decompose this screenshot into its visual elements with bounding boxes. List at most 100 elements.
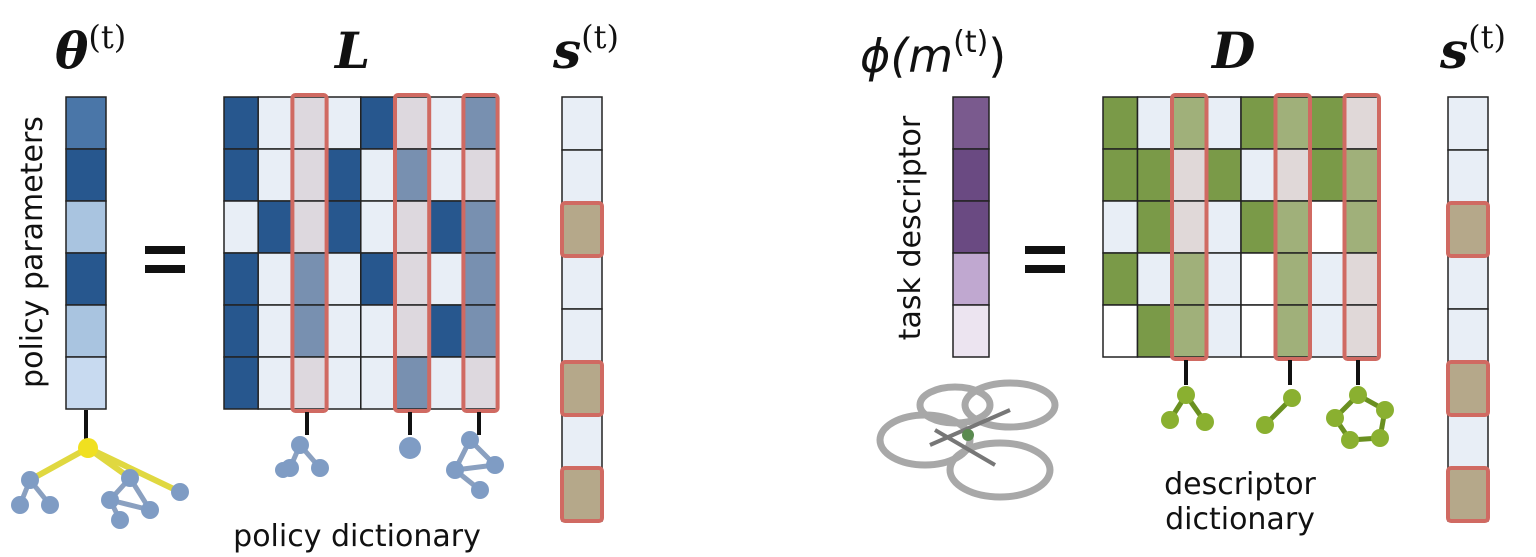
theta-cell: [66, 253, 106, 305]
L-matrix-cell: [463, 201, 497, 253]
D-matrix-cell: [1310, 149, 1345, 201]
L-matrix-cell: [395, 97, 429, 149]
D-matrix-cell: [1276, 149, 1311, 201]
L-matrix-cell: [463, 97, 497, 149]
D-matrix-cell: [1345, 253, 1380, 305]
D-matrix-cell: [1276, 201, 1311, 253]
L-title: L: [333, 21, 370, 80]
D-matrix-cell: [1138, 201, 1173, 253]
D-matrix-cell: [1172, 253, 1207, 305]
desc-label: task descriptor: [893, 115, 928, 340]
s-right-cell: [1448, 97, 1488, 150]
s-sup: (t): [1468, 18, 1506, 56]
L-matrix-cell: [327, 357, 361, 409]
L-matrix-cell: [292, 305, 326, 357]
D-matrix-cell: [1138, 253, 1173, 305]
dict-label-line: dictionary: [1165, 502, 1315, 537]
L-matrix-cell: [224, 357, 258, 409]
D-matrix-cell: [1276, 97, 1311, 149]
drone-icon: [880, 383, 1055, 497]
s-left-cell: [562, 203, 602, 256]
D-matrix-cell: [1241, 149, 1276, 201]
figure: θ(t) L s(t) ϕ(m(t)) D s(t) policy parame…: [0, 0, 1536, 557]
s-base: s: [1439, 21, 1468, 80]
s-left-cell: [562, 415, 602, 468]
theta-cell: [66, 357, 106, 409]
D-matrix-cell: [1103, 97, 1138, 149]
L-matrix-cell: [361, 253, 395, 305]
D-matrix-cell: [1241, 253, 1276, 305]
phi-cell: [953, 201, 989, 253]
theta-sup: (t): [88, 18, 126, 56]
L-matrix-cell: [395, 253, 429, 305]
L-matrix-cell: [327, 201, 361, 253]
matrices: [66, 95, 1488, 521]
D-matrix-cell: [1276, 253, 1311, 305]
L-matrix-cell: [258, 149, 292, 201]
D-matrix-cell: [1207, 305, 1242, 357]
theta-cell: [66, 97, 106, 149]
phi-cell: [953, 97, 989, 149]
L-matrix-cell: [292, 97, 326, 149]
L-matrix-cell: [463, 149, 497, 201]
s-right-cell: [1448, 150, 1488, 203]
L-matrix-cell: [292, 201, 326, 253]
L-matrix-cell: [292, 253, 326, 305]
D-title: D: [1210, 21, 1255, 80]
s-left-cell: [562, 309, 602, 362]
phi-base: ϕ(m: [860, 29, 953, 83]
L-matrix-cell: [361, 97, 395, 149]
D-matrix-cell: [1138, 97, 1173, 149]
L-matrix-cell: [327, 305, 361, 357]
D-matrix-cell: [1172, 201, 1207, 253]
D-matrix-cell: [1103, 253, 1138, 305]
L-matrix-cell: [361, 305, 395, 357]
L-matrix-cell: [463, 357, 497, 409]
D-matrix-cell: [1310, 305, 1345, 357]
D-matrix-cell: [1138, 305, 1173, 357]
D-matrix-cell: [1207, 149, 1242, 201]
theta-base: θ: [55, 21, 89, 80]
D-matrix-cell: [1310, 97, 1345, 149]
policy-tree-icon: [11, 438, 189, 529]
s-title-right: s(t): [1439, 18, 1506, 80]
D-matrix-cell: [1207, 201, 1242, 253]
L-matrix-cell: [429, 357, 463, 409]
s-left-cell: [562, 150, 602, 203]
D-matrix-cell: [1345, 97, 1380, 149]
s-left-cell: [562, 97, 602, 150]
L-matrix-cell: [327, 149, 361, 201]
L-matrix-cell: [361, 357, 395, 409]
L-matrix-cell: [258, 357, 292, 409]
s-right-cell: [1448, 203, 1488, 256]
phi-title: ϕ(m(t)): [860, 25, 1006, 83]
s-right-cell: [1448, 256, 1488, 309]
D-matrix-cell: [1345, 305, 1380, 357]
s-right-cell: [1448, 309, 1488, 362]
descriptor-molecules: [1161, 386, 1394, 449]
theta-cell: [66, 149, 106, 201]
L-matrix-cell: [224, 149, 258, 201]
D-matrix-cell: [1172, 97, 1207, 149]
D-matrix-cell: [1310, 201, 1345, 253]
s-left-cell: [562, 256, 602, 309]
phi-sup: (t): [953, 25, 988, 60]
D-matrix-cell: [1172, 149, 1207, 201]
L-matrix-cell: [429, 201, 463, 253]
L-matrix-cell: [395, 201, 429, 253]
L-matrix-cell: [395, 305, 429, 357]
L-matrix-cell: [327, 97, 361, 149]
D-matrix-cell: [1103, 149, 1138, 201]
L-matrix-cell: [429, 97, 463, 149]
theta-cell: [66, 201, 106, 253]
D-matrix-cell: [1241, 201, 1276, 253]
D-matrix-cell: [1103, 201, 1138, 253]
L-matrix-cell: [224, 201, 258, 253]
D-matrix-cell: [1276, 305, 1311, 357]
s-right-cell: [1448, 415, 1488, 468]
L-matrix-cell: [361, 201, 395, 253]
L-matrix-cell: [258, 201, 292, 253]
dict-label-line: descriptor: [1164, 467, 1316, 502]
L-matrix-cell: [258, 253, 292, 305]
L-matrix-cell: [224, 253, 258, 305]
